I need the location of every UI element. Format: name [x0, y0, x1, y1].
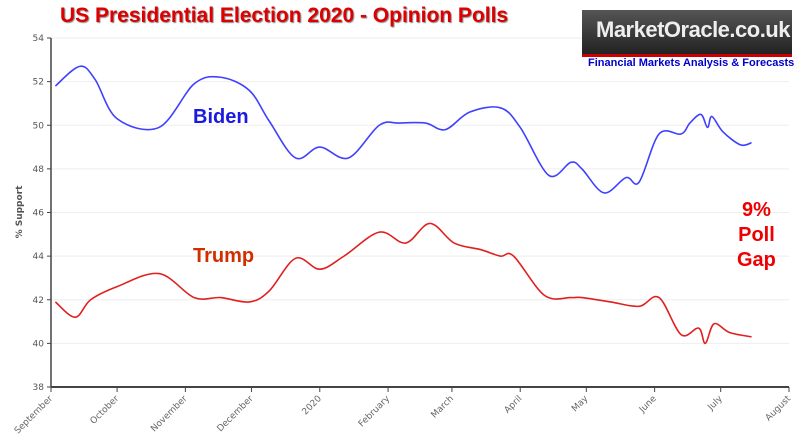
gap-label-2: Poll [738, 224, 775, 246]
logo-text: MarketOracle.co.uk [596, 17, 790, 42]
x-tick-label: May [570, 394, 591, 415]
gap-label-1: 9% [742, 199, 771, 221]
logo-tagline: Financial Markets Analysis & Forecasts [588, 57, 795, 69]
biden-label: Biden [193, 106, 249, 128]
gap-label-3: Gap [737, 249, 776, 271]
chart-title: US Presidential Election 2020 - Opinion … [60, 4, 509, 27]
series-line-biden [54, 65, 752, 194]
y-tick-label: 46 [33, 209, 45, 219]
y-tick-label: 44 [33, 252, 45, 262]
y-tick-label: 48 [33, 165, 45, 175]
x-tick-label: February [357, 394, 393, 430]
x-tick-label: December [216, 394, 256, 434]
y-tick-label: 40 [33, 339, 45, 349]
y-tick-label: 50 [33, 121, 45, 131]
x-tick-label: August [764, 394, 794, 424]
x-tick-label: October [89, 394, 122, 427]
y-tick-label: 38 [33, 383, 45, 393]
x-tick-label: July [706, 394, 726, 414]
x-tick-label: June [637, 394, 659, 416]
x-tick-label: September [13, 394, 55, 436]
logo [582, 10, 792, 57]
x-tick-label: 2020 [301, 394, 324, 417]
x-tick-label: April [503, 394, 525, 416]
y-tick-label: 52 [33, 78, 44, 88]
x-tick-label: November [149, 394, 189, 434]
y-tick-label: 54 [33, 34, 45, 44]
x-tick-label: March [430, 394, 456, 420]
trump-label: Trump [193, 245, 255, 267]
y-tick-label: 42 [33, 296, 44, 306]
y-axis-label: % Support [15, 185, 25, 239]
series-line-trump [54, 222, 752, 345]
